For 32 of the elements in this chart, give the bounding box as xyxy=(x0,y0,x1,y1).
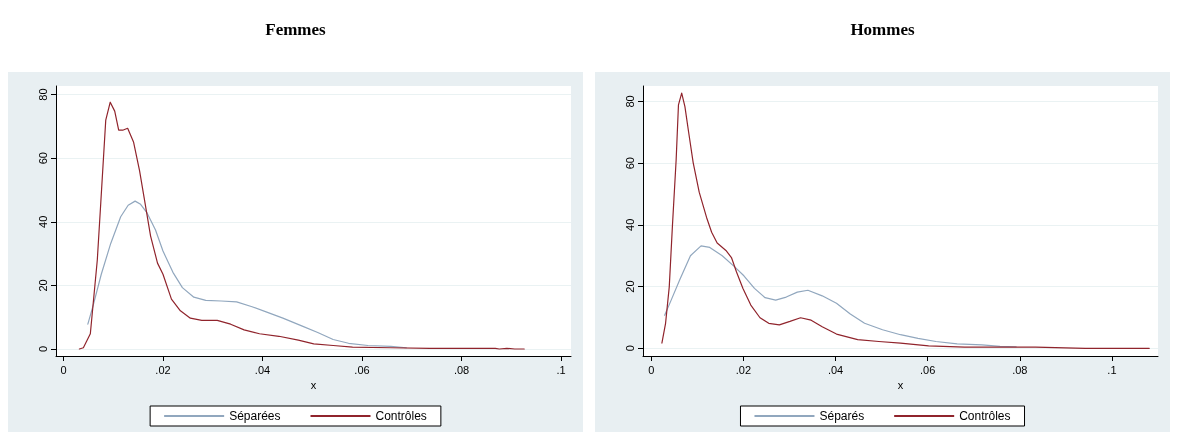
y-tick-label: 20 xyxy=(36,279,49,292)
x-tick-label: 0 xyxy=(648,363,655,376)
y-tick-label: 40 xyxy=(36,215,49,228)
x-tick-label: .1 xyxy=(1107,363,1117,376)
x-tick-label: .08 xyxy=(453,363,470,376)
x-tick-label: .04 xyxy=(254,363,271,376)
x-tick-label: 0 xyxy=(60,363,67,376)
x-tick-label: .1 xyxy=(556,363,566,376)
line-series xyxy=(78,101,525,350)
legend-label: Séparées xyxy=(229,409,281,423)
y-tick-label: 80 xyxy=(36,88,49,101)
x-tick-label: .08 xyxy=(1012,363,1028,376)
y-tick-label: 80 xyxy=(623,95,636,108)
chart-title: Hommes xyxy=(849,19,916,41)
x-tick-label: .02 xyxy=(155,363,171,376)
x-axis-title: x xyxy=(310,379,317,392)
x-tick-label: .04 xyxy=(827,363,844,376)
x-tick-label: .02 xyxy=(735,363,752,376)
y-tick-label: 0 xyxy=(36,345,49,353)
legend-label: Séparés xyxy=(819,409,865,423)
x-axis-title: x xyxy=(897,379,904,392)
x-tick-label: .06 xyxy=(354,363,370,376)
y-tick-label: 60 xyxy=(623,157,636,170)
line-series xyxy=(661,92,1150,349)
y-tick-label: 0 xyxy=(623,345,636,352)
legend-label: Contrôles xyxy=(375,409,427,423)
legend-label: Contrôles xyxy=(959,409,1011,423)
x-tick-label: .06 xyxy=(920,363,936,376)
y-tick-label: 40 xyxy=(623,218,636,231)
y-tick-label: 20 xyxy=(623,280,636,293)
chart-title: Femmes xyxy=(264,19,327,41)
y-tick-label: 60 xyxy=(36,152,49,165)
